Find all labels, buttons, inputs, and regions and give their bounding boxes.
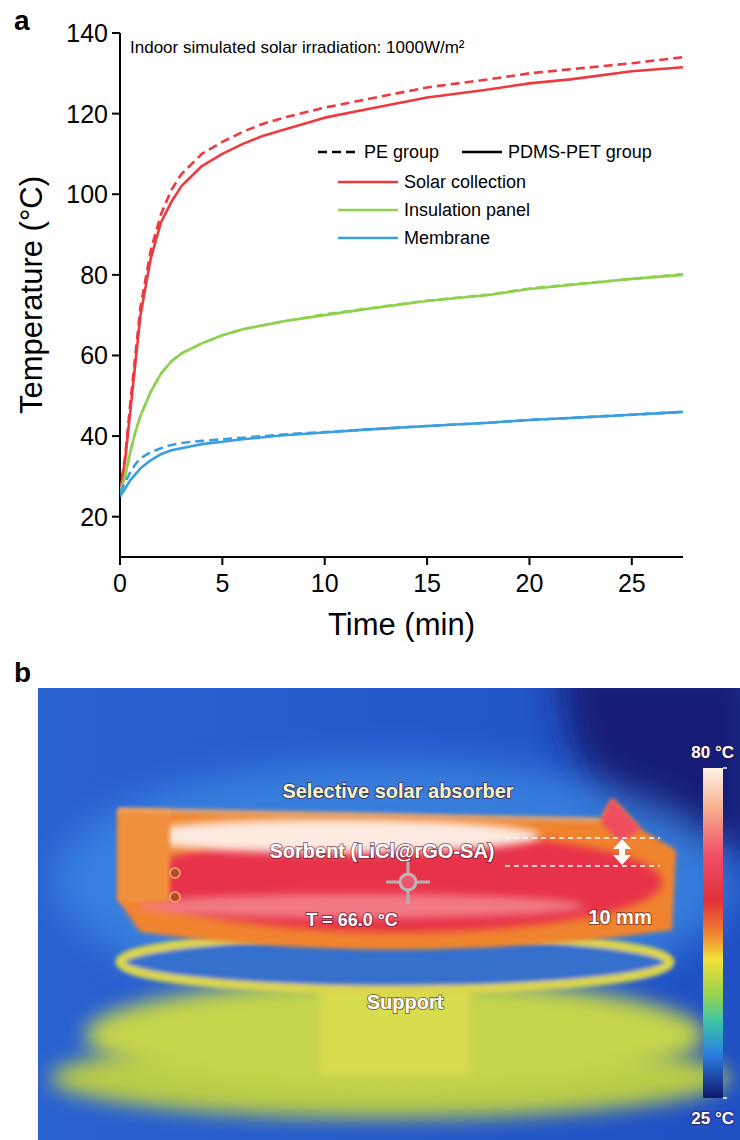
legend-label: PE group: [364, 142, 439, 162]
y-tick: [112, 32, 120, 34]
thickness-label: 10 mm: [588, 906, 651, 928]
device-body: [118, 798, 676, 950]
dimension-arrow: [613, 839, 631, 865]
y-tick-label: 100: [66, 180, 108, 208]
x-tick-label: 5: [215, 569, 229, 597]
x-tick: [119, 557, 121, 565]
thermal-image: [38, 688, 740, 1140]
x-tick-label: 15: [413, 569, 441, 597]
legend-swatch: [462, 151, 502, 154]
y-tick: [112, 516, 120, 518]
x-axis-title: Time (min): [328, 607, 475, 642]
annotation: Indoor simulated solar irradiation: 1000…: [130, 38, 465, 57]
support-label: Support: [367, 991, 444, 1013]
legend-swatch: [338, 237, 398, 240]
y-tick: [112, 274, 120, 276]
absorber-label: Selective solar absorber: [282, 780, 513, 802]
x-tick: [528, 557, 530, 565]
figure: a 20 40 60 80 100 120 140 0 5 10 15 20 25 Time (min) Te…: [0, 0, 740, 1140]
series-lines: [120, 57, 683, 496]
dimension-line: [505, 865, 660, 867]
colorbar-tick: [723, 767, 727, 769]
series-line: [120, 275, 683, 493]
y-tick-label: 80: [80, 261, 108, 289]
y-tick: [112, 113, 120, 115]
hole: [170, 868, 180, 878]
y-tick: [112, 435, 120, 437]
x-tick: [631, 557, 633, 565]
series-line: [120, 412, 683, 497]
legend-label: Membrane: [404, 228, 490, 248]
dimension-line: [505, 837, 660, 839]
y-tick: [112, 354, 120, 356]
absorber-edge: [118, 810, 600, 820]
legend-swatch: [338, 209, 398, 212]
x-tick: [324, 557, 326, 565]
measurement-label: T = 66.0 °C: [306, 910, 398, 930]
colorbar: [703, 768, 723, 1098]
y-tick-label: 120: [66, 100, 108, 128]
y-tick: [112, 193, 120, 195]
axes: 20 40 60 80 100 120 140 0 5 10 15 20 25: [66, 19, 683, 597]
x-tick-label: 25: [618, 569, 646, 597]
x-tick-label: 10: [311, 569, 339, 597]
absorber-corner: [600, 798, 642, 842]
legend-swatch: [338, 181, 398, 184]
y-axis-title: Temperature (°C): [14, 176, 49, 414]
legend-label: Solar collection: [404, 172, 526, 192]
x-tick: [221, 557, 223, 565]
y-tick-label: 140: [66, 19, 108, 47]
legend-label: PDMS-PET group: [508, 142, 652, 162]
image-labels: Selective solar absorber Sorbent (LiCl@rG…: [269, 743, 734, 1128]
colorbar-label: 25 °C: [691, 1109, 734, 1128]
x-axis-line: [120, 556, 683, 558]
panel-label: b: [14, 657, 31, 688]
glow: [55, 760, 735, 1000]
x-tick-label: 20: [516, 569, 544, 597]
hole: [170, 892, 180, 902]
legend-label: Insulation panel: [404, 200, 530, 220]
series-line: [120, 412, 683, 493]
panel-label: a: [14, 5, 30, 36]
series-line: [120, 274, 683, 492]
sorbent-label: Sorbent (LiCl@rGO-SA): [269, 840, 494, 862]
y-tick-label: 60: [80, 341, 108, 369]
colorbar-label: 80 °C: [691, 743, 734, 762]
x-tick-label: 0: [113, 569, 127, 597]
bracket: [118, 810, 170, 902]
y-tick-label: 20: [80, 503, 108, 531]
legend: PE group PDMS-PET group Solar collection In…: [318, 142, 652, 248]
y-tick-label: 40: [80, 422, 108, 450]
colorbar-tick: [723, 1097, 727, 1099]
x-tick: [426, 557, 428, 565]
measurement-point: [400, 874, 416, 890]
legend-swatch: [318, 151, 358, 154]
